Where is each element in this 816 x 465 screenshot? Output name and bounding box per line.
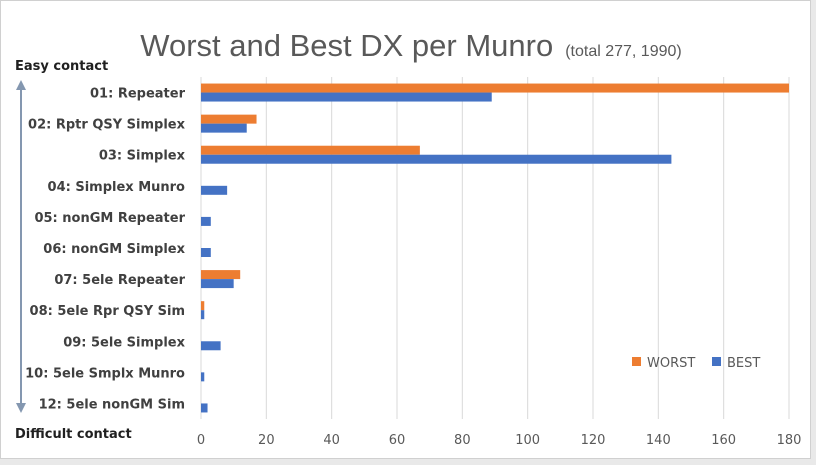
category-label: 12: 5ele nonGM Sim bbox=[39, 397, 185, 412]
legend-label-worst: WORST bbox=[647, 356, 695, 371]
bar-best-7 bbox=[201, 279, 234, 289]
x-tick-label: 100 bbox=[515, 433, 540, 448]
legend-swatch-best bbox=[712, 357, 721, 366]
bar-worst-1 bbox=[201, 83, 789, 93]
legend-label-best: BEST bbox=[727, 356, 760, 371]
chart-title-group: Worst and Best DX per Munro (total 277, … bbox=[140, 28, 681, 63]
category-label: 10: 5ele Smplx Munro bbox=[25, 366, 185, 381]
gridlines bbox=[200, 77, 790, 419]
category-label: 09: 5ele Simplex bbox=[63, 335, 185, 350]
category-label: 02: Rptr QSY Simplex bbox=[28, 118, 186, 133]
category-label: 05: nonGM Repeater bbox=[34, 211, 185, 226]
bars bbox=[201, 83, 789, 413]
bar-best-10 bbox=[201, 372, 205, 382]
bar-best-6 bbox=[201, 248, 211, 257]
bar-best-8 bbox=[201, 310, 205, 320]
category-label: 04: Simplex Munro bbox=[48, 180, 186, 195]
x-tick-label: 80 bbox=[454, 433, 471, 448]
x-tick-label: 140 bbox=[646, 433, 671, 448]
x-tick-label: 120 bbox=[581, 433, 606, 448]
x-tick-label: 0 bbox=[197, 433, 205, 448]
category-label: 01: Repeater bbox=[90, 87, 186, 102]
x-tick-label: 160 bbox=[711, 433, 736, 448]
bar-worst-8 bbox=[201, 301, 205, 311]
legend-swatch-worst bbox=[632, 357, 641, 366]
bar-best-3 bbox=[201, 154, 672, 164]
bar-best-11 bbox=[201, 403, 208, 413]
category-label: 08: 5ele Rpr QSY Sim bbox=[30, 304, 185, 319]
bar-best-1 bbox=[201, 92, 492, 102]
annotation-difficult-contact: Difficult contact bbox=[15, 427, 132, 442]
bar-worst-7 bbox=[201, 270, 241, 280]
bar-best-4 bbox=[201, 185, 228, 195]
category-label: 07: 5ele Repeater bbox=[54, 273, 185, 288]
category-label: 06: nonGM Simplex bbox=[43, 242, 185, 257]
x-tick-label: 40 bbox=[323, 433, 340, 448]
bar-best-2 bbox=[201, 123, 247, 133]
x-tick-label: 180 bbox=[777, 433, 802, 448]
x-tick-label: 20 bbox=[258, 433, 275, 448]
legend: WORST BEST bbox=[632, 356, 760, 371]
category-label: 03: Simplex bbox=[99, 149, 186, 164]
bar-worst-2 bbox=[201, 114, 257, 124]
x-tick-label: 60 bbox=[389, 433, 406, 448]
bar-best-5 bbox=[201, 216, 211, 226]
chart-title: Worst and Best DX per Munro bbox=[140, 28, 553, 63]
bar-best-9 bbox=[201, 341, 221, 351]
annotation-easy-contact: Easy contact bbox=[15, 59, 108, 74]
bar-worst-3 bbox=[201, 145, 420, 155]
category-labels: 01: Repeater 02: Rptr QSY Simplex 03: Simp… bbox=[25, 87, 185, 413]
x-axis-ticks: 0 20 40 60 80 100 120 140 160 180 bbox=[197, 433, 802, 448]
chart-subtitle: (total 277, 1990) bbox=[565, 43, 682, 60]
